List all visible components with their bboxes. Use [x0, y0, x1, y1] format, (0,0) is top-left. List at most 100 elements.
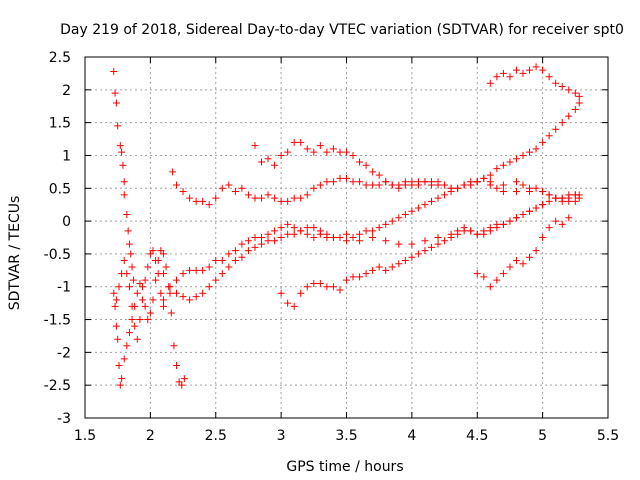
data-point	[303, 145, 311, 153]
data-point	[120, 178, 128, 186]
data-point	[205, 201, 213, 209]
data-point	[369, 168, 377, 176]
data-point	[539, 201, 547, 209]
data-point	[506, 158, 514, 166]
data-point	[362, 161, 370, 169]
y-tick-label: 1	[62, 148, 71, 164]
data-point	[532, 145, 540, 153]
data-point	[447, 234, 455, 241]
data-point	[112, 322, 120, 330]
data-point	[343, 174, 350, 182]
data-point	[343, 237, 350, 245]
data-point	[199, 266, 207, 274]
series-arc-lower-band	[277, 201, 547, 310]
data-point	[356, 230, 364, 238]
series-arc-late-upper	[486, 63, 583, 100]
y-tick-label: -2.5	[44, 378, 71, 394]
data-point	[258, 194, 266, 202]
data-point	[152, 256, 160, 264]
data-point	[162, 263, 170, 271]
data-point	[421, 237, 429, 245]
data-point	[356, 237, 364, 245]
data-point	[565, 194, 573, 202]
data-point	[532, 204, 540, 212]
data-point	[251, 234, 259, 241]
data-point	[167, 309, 175, 317]
data-point	[231, 256, 239, 264]
data-point	[356, 178, 364, 186]
data-point	[144, 263, 152, 271]
data-point	[493, 73, 501, 81]
data-point	[552, 217, 560, 225]
data-point	[545, 191, 553, 199]
data-point	[110, 289, 118, 297]
data-point	[395, 240, 403, 248]
data-point	[454, 184, 462, 192]
y-tick-label: -0.5	[44, 247, 71, 263]
data-point	[205, 283, 213, 291]
data-point	[427, 197, 435, 205]
data-point	[316, 279, 324, 287]
data-point	[225, 181, 233, 189]
data-point	[212, 194, 220, 202]
data-point	[493, 184, 501, 192]
data-point	[441, 237, 449, 245]
data-point	[467, 227, 475, 235]
data-point	[506, 263, 514, 271]
y-tick-label: 2	[62, 83, 71, 99]
data-point	[506, 73, 514, 81]
data-point	[133, 289, 141, 297]
data-point	[316, 227, 324, 235]
data-point	[349, 151, 357, 159]
data-point	[486, 224, 494, 232]
data-point	[499, 270, 507, 278]
data-point	[179, 293, 187, 301]
data-point	[310, 184, 318, 192]
data-point	[277, 289, 285, 297]
data-point	[297, 227, 305, 235]
data-point	[118, 148, 126, 156]
data-point	[499, 181, 507, 189]
data-point	[123, 342, 131, 350]
data-point	[284, 230, 292, 238]
data-point	[473, 270, 481, 278]
x-axis-label: GPS time / hours	[286, 459, 403, 475]
data-point	[303, 191, 311, 199]
data-point	[414, 178, 422, 186]
data-point	[271, 161, 279, 169]
data-point	[186, 194, 194, 202]
data-point	[284, 197, 292, 205]
data-point	[486, 171, 494, 179]
data-point	[434, 194, 442, 202]
data-point	[284, 299, 292, 307]
data-point	[539, 234, 547, 241]
data-point	[329, 145, 337, 153]
data-point	[375, 263, 383, 271]
x-tick-label: 4	[407, 428, 416, 444]
data-point	[382, 220, 390, 228]
data-point	[251, 243, 259, 251]
data-point	[115, 283, 123, 291]
data-point	[499, 220, 507, 228]
data-point	[238, 240, 246, 248]
data-point	[264, 230, 272, 238]
data-point	[141, 302, 149, 310]
data-point	[349, 178, 357, 186]
y-tick-label: 1.5	[49, 116, 71, 132]
data-point	[271, 194, 279, 202]
data-point	[362, 181, 370, 189]
series-arc-rising-upper	[159, 99, 583, 310]
data-point	[499, 188, 507, 196]
x-tick-label: 4.5	[466, 428, 488, 444]
data-point	[356, 158, 364, 166]
data-point	[486, 181, 494, 189]
data-point	[369, 181, 377, 189]
data-point	[362, 270, 370, 278]
data-point	[539, 138, 547, 146]
data-point	[382, 237, 390, 245]
y-tick-label: 0	[62, 214, 71, 230]
data-point	[303, 283, 311, 291]
data-point	[251, 194, 259, 202]
data-point	[238, 253, 246, 261]
data-point	[375, 181, 383, 189]
